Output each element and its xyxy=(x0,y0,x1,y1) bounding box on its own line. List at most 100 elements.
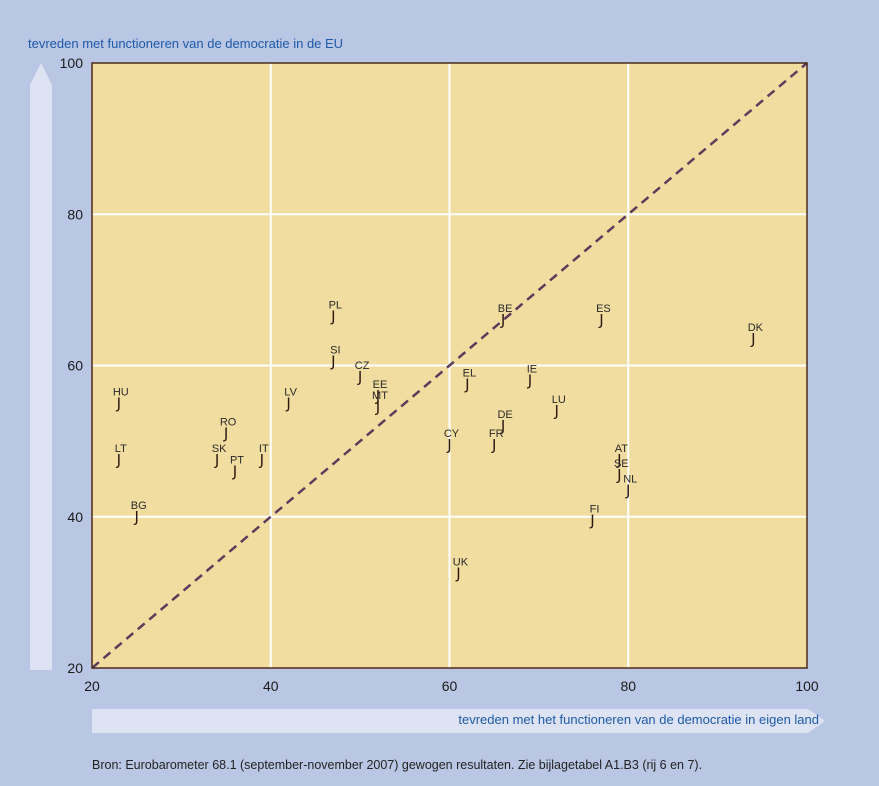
point-marker: J xyxy=(330,353,335,371)
point-label: LU xyxy=(552,394,566,406)
point-label: PT xyxy=(230,454,244,466)
point-marker: J xyxy=(259,451,264,469)
x-tick-label: 60 xyxy=(442,678,458,694)
point-marker: J xyxy=(616,466,621,484)
point-marker: J xyxy=(750,330,755,348)
x-axis-arrow xyxy=(92,709,825,733)
point-label: EL xyxy=(463,367,476,379)
point-label: HU xyxy=(113,386,129,398)
data-point-de: JDE xyxy=(497,409,512,435)
data-point-cy: JCY xyxy=(444,428,460,454)
data-point-it: JIT xyxy=(259,443,269,469)
data-point-ro: JRO xyxy=(220,417,237,443)
data-point-el: JEL xyxy=(463,367,476,393)
point-label: RO xyxy=(220,417,237,429)
point-label: UK xyxy=(453,556,469,568)
point-marker: J xyxy=(116,394,121,412)
point-marker: J xyxy=(116,451,121,469)
data-point-cz: JCZ xyxy=(355,360,370,386)
point-label: NL xyxy=(623,473,637,485)
point-marker: J xyxy=(491,436,496,454)
data-point-fr: JFR xyxy=(489,428,504,454)
data-point-lu: JLU xyxy=(552,394,566,420)
point-marker: J xyxy=(554,402,559,420)
point-marker: J xyxy=(455,564,460,582)
point-label: EE xyxy=(373,379,388,391)
y-tick-label: 100 xyxy=(60,55,84,71)
data-point-be: JBE xyxy=(498,303,513,329)
point-marker: J xyxy=(357,368,362,386)
diagonal-reference-line xyxy=(91,62,808,669)
point-label: FR xyxy=(489,428,504,440)
y-tick-label: 20 xyxy=(67,660,83,676)
point-label: CY xyxy=(444,428,460,440)
point-marker: J xyxy=(375,398,380,416)
data-point-nl: JNL xyxy=(623,473,637,499)
grid-lines xyxy=(92,63,807,668)
point-label: SI xyxy=(330,345,340,357)
point-label: IE xyxy=(527,364,537,376)
point-marker: J xyxy=(527,372,532,390)
data-point-hu: JHU xyxy=(113,386,129,412)
y-axis-arrow xyxy=(30,63,52,670)
point-label: BE xyxy=(498,303,513,315)
point-marker: J xyxy=(500,417,505,435)
y-tick-label: 60 xyxy=(67,358,83,374)
point-label: ES xyxy=(596,303,611,315)
point-marker: J xyxy=(464,375,469,393)
point-marker: J xyxy=(598,311,603,329)
plot-border xyxy=(91,62,808,669)
point-label: IT xyxy=(259,443,269,455)
point-label: SE xyxy=(614,458,629,470)
data-point-fi: JFI xyxy=(589,504,599,530)
point-label: SK xyxy=(212,443,227,455)
axis-ticks: 20 40 60 80 100 20 40 60 80 100 xyxy=(60,55,819,694)
point-marker: J xyxy=(133,508,138,526)
point-label: MT xyxy=(372,390,388,402)
data-point-at: JAT xyxy=(615,443,629,469)
data-point-mt: JMT xyxy=(372,390,388,416)
data-point-uk: JUK xyxy=(453,556,469,582)
data-point-es: JES xyxy=(596,303,611,329)
point-marker: J xyxy=(625,481,630,499)
point-label: DE xyxy=(497,409,512,421)
x-tick-label: 20 xyxy=(84,678,100,694)
point-marker: J xyxy=(446,436,451,454)
x-tick-label: 40 xyxy=(263,678,279,694)
point-marker: J xyxy=(616,451,621,469)
point-label: PL xyxy=(329,299,342,311)
data-point-bg: JBG xyxy=(131,500,147,526)
y-axis-title: tevreden met functioneren van de democra… xyxy=(28,36,344,51)
point-marker: J xyxy=(589,512,594,530)
point-marker: J xyxy=(375,387,380,405)
data-point-pt: JPT xyxy=(230,454,244,480)
data-point-si: JSI xyxy=(330,345,340,371)
data-point-lt: JLT xyxy=(115,443,127,469)
point-marker: J xyxy=(214,451,219,469)
x-axis-title: tevreden met het functioneren van de dem… xyxy=(458,712,819,727)
point-marker: J xyxy=(500,311,505,329)
point-marker: J xyxy=(285,394,290,412)
point-label: DK xyxy=(748,322,764,334)
data-point-dk: JDK xyxy=(748,322,764,348)
point-label: LV xyxy=(284,386,297,398)
point-label: LT xyxy=(115,443,127,455)
point-label: BG xyxy=(131,500,147,512)
x-tick-label: 80 xyxy=(620,678,636,694)
y-tick-label: 80 xyxy=(67,206,83,222)
data-point-pl: JPL xyxy=(329,299,342,325)
point-marker: J xyxy=(232,462,237,480)
source-note: Bron: Eurobarometer 68.1 (september-nove… xyxy=(92,758,703,772)
y-tick-label: 40 xyxy=(67,509,83,525)
point-label: FI xyxy=(590,504,600,516)
x-tick-label: 100 xyxy=(795,678,819,694)
data-point-se: JSE xyxy=(614,458,629,484)
data-point-ee: JEE xyxy=(373,379,388,405)
point-label: CZ xyxy=(355,360,370,372)
data-point-sk: JSK xyxy=(212,443,227,469)
data-point-lv: JLV xyxy=(284,386,297,412)
data-point-ie: JIE xyxy=(527,364,537,390)
point-marker: J xyxy=(223,425,228,443)
